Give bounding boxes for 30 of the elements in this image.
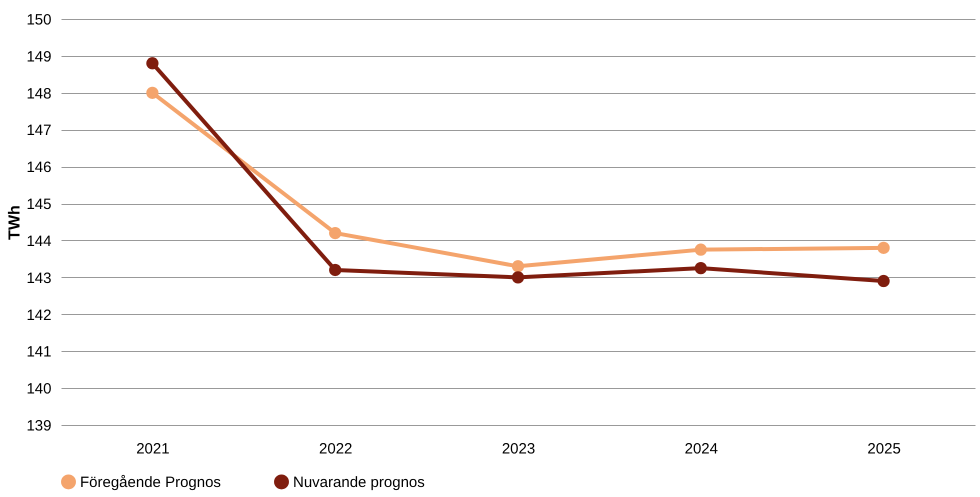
y-tick-label: 143: [26, 270, 52, 287]
point: [329, 226, 342, 240]
point: [146, 86, 159, 99]
point: [512, 271, 524, 284]
point: [146, 57, 159, 70]
legend-label: Nuvarande prognos: [293, 474, 425, 491]
y-tick-label: 145: [26, 196, 52, 214]
point: [877, 242, 890, 254]
x-tick-label: 2021: [136, 440, 170, 458]
x-tick-label: 2022: [319, 440, 352, 458]
x-tick-label: 2024: [684, 440, 718, 458]
y-tick-label: 147: [26, 122, 52, 140]
x-tick-label: 2025: [867, 440, 901, 458]
legend-label: Föregående Prognos: [80, 474, 221, 491]
point: [329, 264, 342, 276]
y-tick-label: 150: [26, 12, 52, 28]
point: [694, 244, 707, 256]
y-tick-label: 149: [26, 48, 52, 66]
y-tick-label: 148: [26, 85, 52, 102]
point: [877, 274, 890, 288]
y-tick-label: 140: [26, 380, 52, 398]
y-axis-title: TWh: [6, 205, 24, 240]
y-tick-label: 141: [26, 344, 52, 361]
y-tick-label: 144: [26, 232, 52, 250]
point: [512, 260, 524, 272]
y-tick-label: 146: [26, 159, 52, 176]
x-tick-label: 2023: [502, 440, 536, 458]
point: [694, 262, 707, 274]
y-tick-label: 139: [26, 418, 52, 434]
y-tick-label: 142: [26, 306, 52, 324]
